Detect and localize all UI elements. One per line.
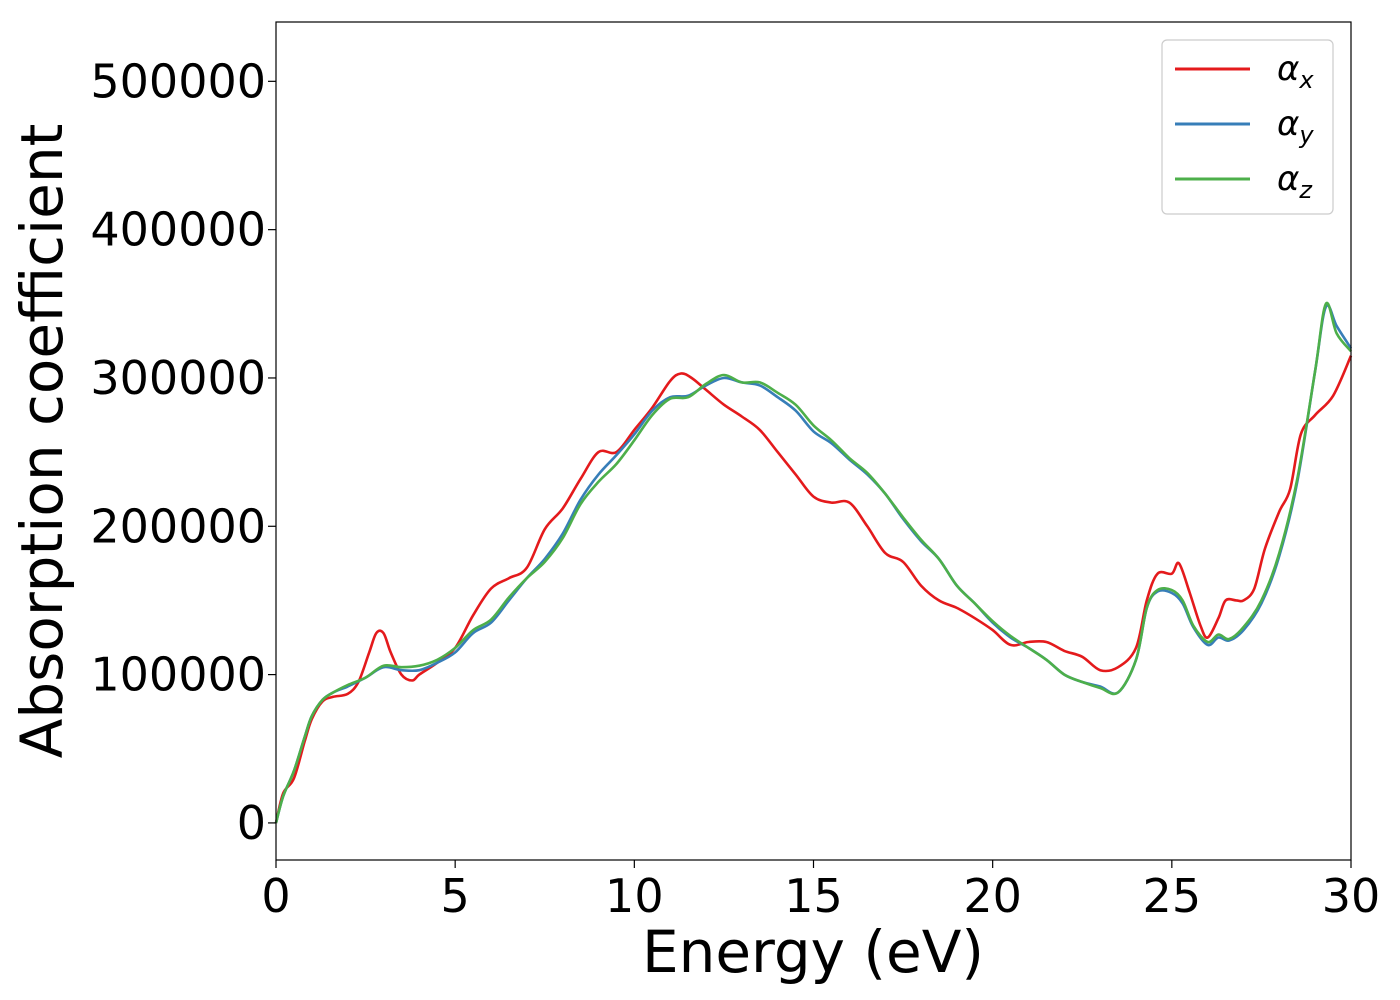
y-axis-title: Absorption coefficient xyxy=(8,124,76,759)
legend-label-1: αy xyxy=(1277,104,1314,149)
y-tick-label: 300000 xyxy=(90,351,266,405)
y-tick-label: 0 xyxy=(237,796,266,850)
series-layer xyxy=(274,301,1353,824)
x-tick-label: 10 xyxy=(605,869,664,923)
x-tick-label: 30 xyxy=(1322,869,1381,923)
x-tick-label: 20 xyxy=(963,869,1022,923)
y-tick-label: 200000 xyxy=(90,499,266,553)
series-line-0 xyxy=(274,355,1353,824)
legend-box xyxy=(1161,39,1334,215)
legend-symbol: α xyxy=(1277,159,1299,199)
legend-symbol: α xyxy=(1277,49,1299,89)
legend-subscript: x xyxy=(1298,66,1314,94)
x-tick-label: 0 xyxy=(261,869,290,923)
x-axis: 0 5 10 15 20 25 30 xyxy=(261,860,1380,923)
x-axis-title: Energy (eV) xyxy=(642,918,984,986)
series-line-2 xyxy=(274,301,1353,824)
legend-subscript: z xyxy=(1298,176,1313,204)
legend-symbol: α xyxy=(1277,104,1299,144)
legend-label-2: αz xyxy=(1277,159,1313,204)
legend-label-0: αx xyxy=(1277,49,1314,94)
x-tick-label: 5 xyxy=(441,869,470,923)
y-tick-label: 500000 xyxy=(90,54,266,108)
x-tick-label: 15 xyxy=(784,869,843,923)
y-tick-label: 400000 xyxy=(90,203,266,257)
legend-subscript: y xyxy=(1298,121,1314,149)
x-tick-label: 25 xyxy=(1143,869,1202,923)
y-axis: 0 100000 200000 300000 400000 500000 xyxy=(90,54,276,850)
y-tick-label: 100000 xyxy=(90,648,266,702)
